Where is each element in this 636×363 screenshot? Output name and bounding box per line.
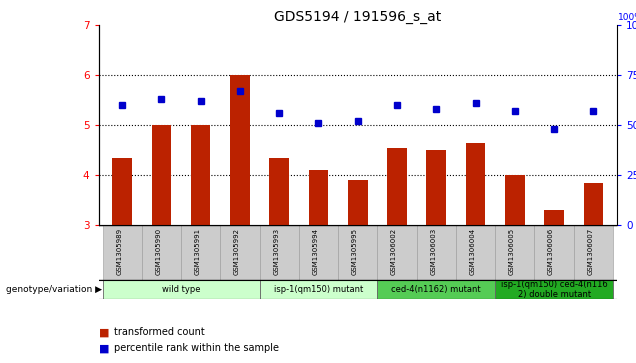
Bar <box>259 280 377 299</box>
Bar <box>544 210 564 225</box>
Text: isp-1(qm150) ced-4(n116
2) double mutant: isp-1(qm150) ced-4(n116 2) double mutant <box>501 280 607 299</box>
Text: ced-4(n1162) mutant: ced-4(n1162) mutant <box>392 285 481 294</box>
Bar <box>338 225 377 280</box>
Bar <box>102 225 142 280</box>
Text: ■: ■ <box>99 343 109 354</box>
Text: GSM1306007: GSM1306007 <box>588 228 593 275</box>
Bar <box>377 225 417 280</box>
Text: GSM1306006: GSM1306006 <box>548 228 554 275</box>
Text: GSM1305995: GSM1305995 <box>352 228 357 275</box>
Text: GSM1306003: GSM1306003 <box>431 228 436 275</box>
Text: GSM1305993: GSM1305993 <box>273 228 279 275</box>
Text: GSM1306004: GSM1306004 <box>469 228 476 275</box>
Bar <box>456 225 495 280</box>
Text: ■: ■ <box>99 327 109 337</box>
Bar <box>348 180 368 225</box>
Text: 100%: 100% <box>618 13 636 22</box>
Bar <box>259 225 299 280</box>
Text: GSM1305994: GSM1305994 <box>312 228 319 275</box>
Title: GDS5194 / 191596_s_at: GDS5194 / 191596_s_at <box>274 11 441 24</box>
Bar <box>270 158 289 225</box>
Bar <box>308 170 328 225</box>
Bar <box>142 225 181 280</box>
Bar <box>230 75 250 225</box>
Text: GSM1305992: GSM1305992 <box>234 228 240 275</box>
Bar <box>417 225 456 280</box>
Text: genotype/variation ▶: genotype/variation ▶ <box>6 285 102 294</box>
Text: transformed count: transformed count <box>114 327 205 337</box>
Text: GSM1306002: GSM1306002 <box>391 228 397 275</box>
Bar <box>584 183 603 225</box>
Bar <box>574 225 613 280</box>
Bar <box>377 280 495 299</box>
Text: GSM1305989: GSM1305989 <box>116 228 122 275</box>
Bar <box>151 125 171 225</box>
Bar <box>387 148 407 225</box>
Bar <box>113 158 132 225</box>
Bar <box>299 225 338 280</box>
Bar <box>181 225 220 280</box>
Bar <box>466 143 485 225</box>
Bar <box>220 225 259 280</box>
Text: GSM1305990: GSM1305990 <box>155 228 162 275</box>
Bar <box>495 280 613 299</box>
Text: isp-1(qm150) mutant: isp-1(qm150) mutant <box>274 285 363 294</box>
Text: GSM1306005: GSM1306005 <box>509 228 515 275</box>
Bar <box>534 225 574 280</box>
Bar <box>427 150 446 225</box>
Bar <box>495 225 534 280</box>
Text: wild type: wild type <box>162 285 200 294</box>
Bar <box>191 125 211 225</box>
Text: GSM1305991: GSM1305991 <box>195 228 201 275</box>
Text: percentile rank within the sample: percentile rank within the sample <box>114 343 279 354</box>
Bar <box>505 175 525 225</box>
Bar <box>102 280 259 299</box>
